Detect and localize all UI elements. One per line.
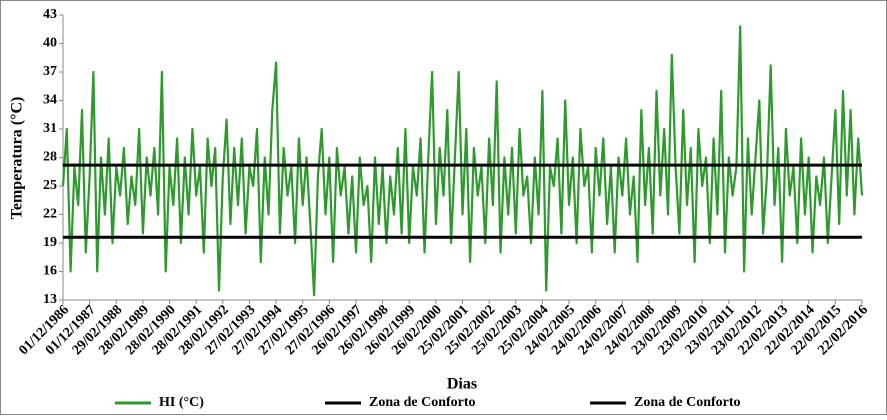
y-tick-label: 31 (43, 121, 57, 136)
y-tick-label: 25 (43, 178, 57, 193)
data-line (61, 25, 864, 297)
y-tick-label: 16 (43, 264, 57, 279)
y-tick-label: 40 (43, 36, 57, 51)
legend-label: Zona de Conforto (369, 395, 476, 410)
y-tick-label: 37 (43, 64, 57, 79)
y-tick-label: 43 (43, 7, 57, 22)
y-tick-label: 13 (43, 292, 57, 307)
y-tick-label: 22 (43, 207, 57, 222)
y-tick-label: 19 (43, 235, 57, 250)
legend-label: HI (°C) (159, 395, 204, 410)
x-axis-label: Dias (447, 376, 477, 393)
y-axis-label: Temperatura (°C) (9, 97, 26, 220)
legend-label: Zona de Conforto (634, 395, 741, 410)
y-tick-label: 34 (43, 93, 57, 108)
y-tick-label: 28 (43, 150, 57, 165)
